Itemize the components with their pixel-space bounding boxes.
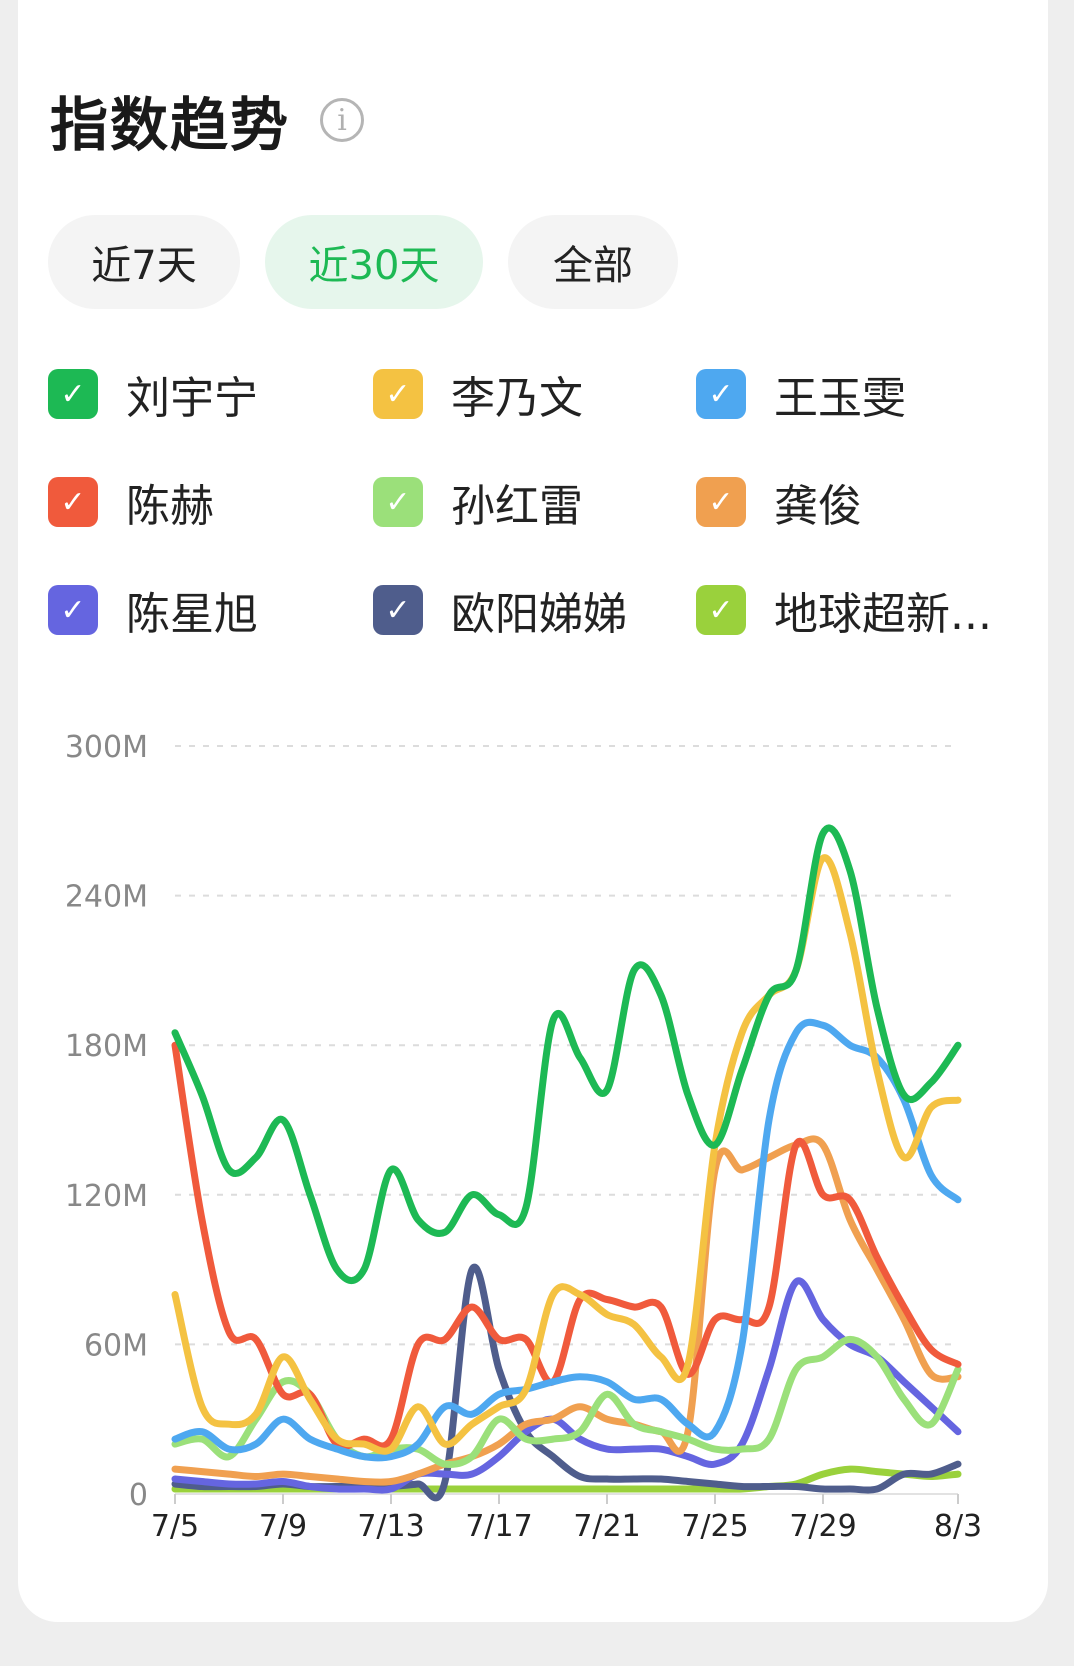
x-tick-label: 7/17 bbox=[465, 1509, 532, 1544]
legend-label: 陈星旭 bbox=[126, 589, 258, 640]
info-icon[interactable]: i bbox=[320, 98, 365, 142]
legend-label: 地球超新... bbox=[774, 589, 992, 640]
y-tick-label: 240M bbox=[65, 880, 148, 915]
series-line bbox=[171, 1335, 962, 1468]
series-line bbox=[171, 854, 962, 1455]
legend-item[interactable]: ✓ 李乃文 bbox=[373, 362, 583, 426]
y-tick-label: 60M bbox=[84, 1328, 148, 1363]
x-tick-label: 7/25 bbox=[681, 1509, 748, 1544]
y-tick-label: 0 bbox=[129, 1478, 148, 1513]
legend-item[interactable]: ✓ 龚俊 bbox=[696, 470, 862, 534]
x-tick-label: 7/13 bbox=[357, 1509, 424, 1544]
checkbox-check-icon[interactable]: ✓ bbox=[373, 477, 423, 527]
y-tick-label: 120M bbox=[65, 1179, 148, 1214]
series-line bbox=[171, 1135, 962, 1486]
y-tick-label: 300M bbox=[65, 730, 148, 765]
legend-item[interactable]: ✓ 欧阳娣娣 bbox=[373, 578, 627, 642]
legend-item[interactable]: ✓ 刘宇宁 bbox=[48, 362, 258, 426]
series-line bbox=[171, 824, 962, 1284]
checkbox-check-icon[interactable]: ✓ bbox=[48, 369, 98, 419]
legend-label: 欧阳娣娣 bbox=[451, 589, 627, 640]
time-range-tabs: 近7天 近30天 全部 bbox=[48, 215, 703, 309]
legend-label: 陈赫 bbox=[126, 481, 214, 532]
legend-label: 李乃文 bbox=[451, 373, 583, 424]
checkbox-check-icon[interactable]: ✓ bbox=[48, 585, 98, 635]
checkbox-check-icon[interactable]: ✓ bbox=[696, 369, 746, 419]
y-tick-label: 180M bbox=[65, 1029, 148, 1064]
legend-label: 龚俊 bbox=[774, 481, 862, 532]
tab-all[interactable]: 全部 bbox=[508, 215, 678, 309]
legend-item[interactable]: ✓ 孙红雷 bbox=[373, 470, 583, 534]
x-tick-label: 8/3 bbox=[934, 1509, 982, 1544]
tab-7-days[interactable]: 近7天 bbox=[48, 215, 240, 309]
tab-30-days[interactable]: 近30天 bbox=[265, 215, 483, 309]
x-tick-label: 7/21 bbox=[573, 1509, 640, 1544]
series-line bbox=[171, 1041, 962, 1451]
checkbox-check-icon[interactable]: ✓ bbox=[48, 477, 98, 527]
checkbox-check-icon[interactable]: ✓ bbox=[373, 369, 423, 419]
legend-label: 孙红雷 bbox=[451, 481, 583, 532]
legend-item[interactable]: ✓ 王玉雯 bbox=[696, 362, 906, 426]
x-tick-label: 7/5 bbox=[151, 1509, 199, 1544]
legend-label: 王玉雯 bbox=[774, 373, 906, 424]
x-tick-label: 7/29 bbox=[789, 1509, 856, 1544]
series-line bbox=[171, 1018, 962, 1462]
page-title: 指数趋势 bbox=[50, 91, 291, 159]
checkbox-check-icon[interactable]: ✓ bbox=[696, 477, 746, 527]
legend-label: 刘宇宁 bbox=[126, 373, 258, 424]
legend-item[interactable]: ✓ 陈赫 bbox=[48, 470, 214, 534]
header: 指数趋势 i bbox=[50, 78, 365, 162]
legend-item[interactable]: ✓ 陈星旭 bbox=[48, 578, 258, 642]
x-tick-label: 7/9 bbox=[259, 1509, 307, 1544]
checkbox-check-icon[interactable]: ✓ bbox=[373, 585, 423, 635]
checkbox-check-icon[interactable]: ✓ bbox=[696, 585, 746, 635]
legend-item[interactable]: ✓ 地球超新... bbox=[696, 578, 992, 642]
series-line bbox=[171, 1277, 962, 1494]
